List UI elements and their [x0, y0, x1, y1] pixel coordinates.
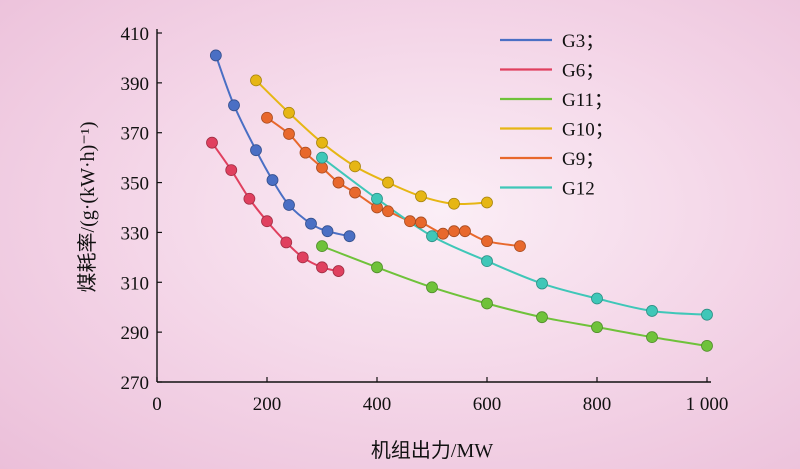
data-point [536, 311, 548, 324]
y-tick-label: 370 [121, 124, 150, 145]
y-tick-label: 270 [121, 373, 150, 394]
y-tick-label: 330 [121, 223, 150, 244]
data-point [283, 128, 295, 140]
data-point [382, 205, 394, 218]
data-point [261, 215, 273, 228]
series-curve [321, 245, 708, 347]
x-axis-title: 机组出力/MW [371, 439, 493, 462]
data-point [481, 235, 493, 248]
data-point [316, 161, 328, 174]
data-point [225, 164, 238, 177]
x-tick-label: 1 000 [686, 394, 729, 415]
data-point [332, 176, 345, 189]
y-axis-title: 煤耗率/(g·(kW·h)⁻¹) [76, 122, 99, 293]
data-point [371, 192, 383, 205]
data-point [646, 331, 658, 344]
data-point [343, 230, 356, 243]
legend-label: G12 [562, 179, 595, 200]
data-point [243, 192, 256, 205]
data-point [305, 217, 317, 230]
data-point [481, 196, 493, 209]
data-point [382, 176, 394, 189]
data-point [481, 255, 493, 267]
data-point [316, 240, 328, 253]
data-point [371, 261, 383, 274]
y-tick-label: 290 [121, 323, 150, 344]
data-point [448, 197, 460, 210]
legend-label: G11； [562, 90, 613, 111]
y-tick-label: 350 [121, 174, 150, 195]
marker-layer [206, 49, 713, 352]
y-tick-label: 410 [121, 24, 150, 45]
data-point [415, 216, 427, 229]
data-point [349, 186, 361, 199]
data-point [209, 49, 222, 62]
data-point [316, 136, 328, 149]
data-point [316, 261, 328, 274]
data-point [321, 225, 334, 238]
x-tick-label: 800 [583, 394, 612, 415]
data-point [437, 227, 449, 240]
data-point [206, 136, 218, 149]
data-point [701, 308, 713, 321]
data-point [296, 251, 309, 264]
legend: G3； G6； G11； G10； G9； G12 [500, 31, 614, 200]
data-point [299, 146, 312, 159]
legend-label: G3； [562, 31, 604, 52]
legend-label: G10； [562, 120, 614, 141]
data-point [536, 277, 548, 290]
data-point [332, 265, 345, 277]
data-point [459, 225, 471, 238]
axes: 0 200 400 600 800 1 000 270 290 310 330 350 370 390 4… [121, 24, 729, 415]
data-point [415, 190, 427, 203]
data-point [266, 174, 279, 186]
data-point [261, 111, 273, 124]
data-point [514, 240, 526, 253]
data-point [280, 236, 293, 249]
data-point [228, 99, 240, 112]
data-point [283, 199, 295, 211]
data-point [283, 106, 295, 119]
series-curve [321, 156, 708, 316]
data-point [646, 305, 658, 317]
data-point [591, 321, 603, 334]
series-curve [214, 55, 350, 238]
legend-label: G6； [562, 61, 604, 82]
data-point [448, 225, 460, 238]
legend-label: G9； [562, 149, 604, 170]
y-tick-label: 390 [121, 74, 150, 95]
data-point [591, 292, 603, 305]
data-point [316, 151, 328, 164]
x-tick-label: 600 [473, 394, 502, 415]
y-tick-label: 310 [121, 273, 150, 294]
data-point [250, 74, 262, 87]
x-tick-label: 200 [253, 394, 282, 415]
data-point [349, 160, 361, 173]
data-point [701, 339, 713, 352]
data-point [426, 230, 438, 243]
data-point [250, 144, 262, 157]
x-tick-label: 0 [152, 394, 162, 415]
data-point [426, 281, 438, 294]
x-tick-label: 400 [363, 394, 392, 415]
data-point [404, 215, 416, 228]
data-point [481, 297, 493, 310]
series-curve [255, 79, 488, 206]
